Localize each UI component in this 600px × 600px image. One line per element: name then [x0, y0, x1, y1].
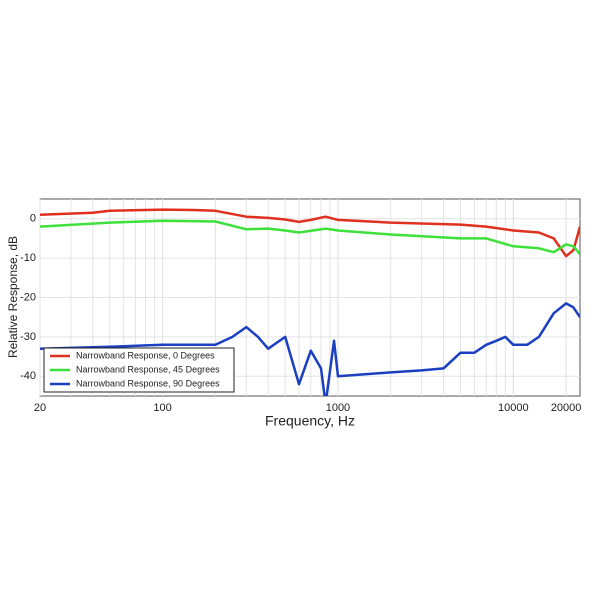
data-line [40, 302, 580, 396]
legend-label: Narrowband Response, 90 Degrees [76, 378, 220, 388]
x-tick-label: 100 [153, 402, 171, 414]
lines [40, 208, 580, 396]
x-axis-label: Frequency, Hz [265, 413, 355, 429]
legend: Narrowband Response, 0 Degrees Narrowband… [43, 347, 235, 393]
x-tick-label: 20000 [551, 402, 582, 414]
y-axis-label: Relative Response, dB [6, 236, 20, 358]
legend-box [43, 347, 235, 393]
y-tick-label: 0 [30, 213, 36, 225]
y-tick-label: -40 [20, 370, 36, 382]
legend-label: Narrowband Response, 45 Degrees [76, 364, 220, 374]
y-tick-label: -10 [20, 252, 36, 264]
data-line [40, 208, 580, 258]
legend-label: Narrowband Response, 0 Degrees [76, 350, 215, 360]
x-tick-label: 1000 [326, 402, 350, 414]
x-tick-label: 20 [34, 402, 46, 414]
y-tick-label: -30 [20, 331, 36, 343]
data-line [40, 219, 580, 256]
y-tick-label: -20 [20, 291, 36, 303]
x-tick-label: 10000 [498, 402, 529, 414]
